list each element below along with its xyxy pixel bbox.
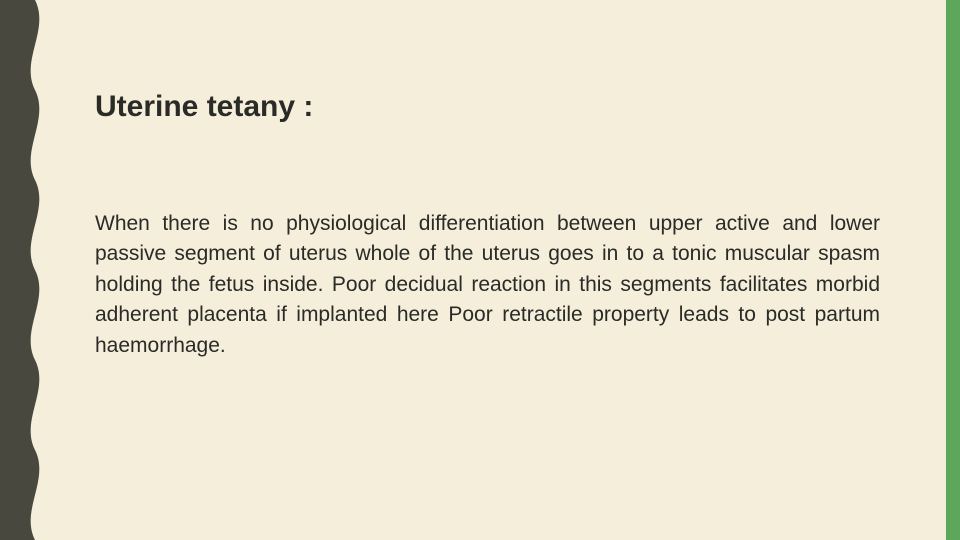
- slide-title: Uterine tetany :: [95, 90, 880, 124]
- slide-body-text: When there is no physiological different…: [95, 209, 880, 361]
- slide-content: Uterine tetany : When there is no physio…: [95, 90, 880, 361]
- right-accent-bar: [946, 0, 960, 540]
- wave-svg: [0, 0, 60, 540]
- left-wave-decoration: [0, 0, 60, 540]
